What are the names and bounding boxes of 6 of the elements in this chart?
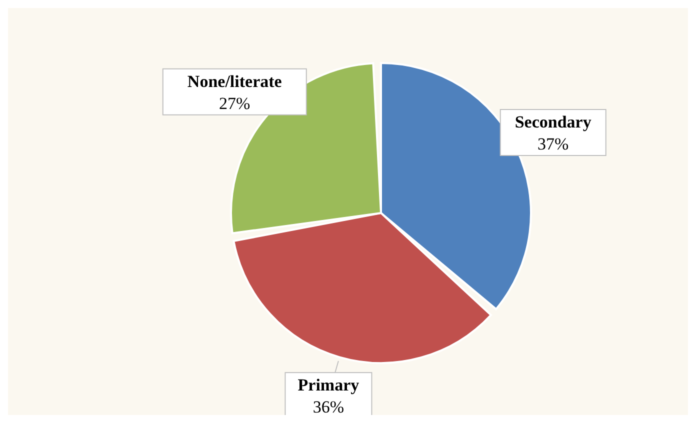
slice-label: None/literate	[187, 72, 282, 91]
slice-label: Primary	[298, 376, 360, 395]
slice-label: Secondary	[514, 112, 592, 132]
data-label: 27%	[219, 94, 250, 113]
data-label: 37%	[538, 134, 569, 154]
data-label: 36%	[312, 398, 344, 417]
